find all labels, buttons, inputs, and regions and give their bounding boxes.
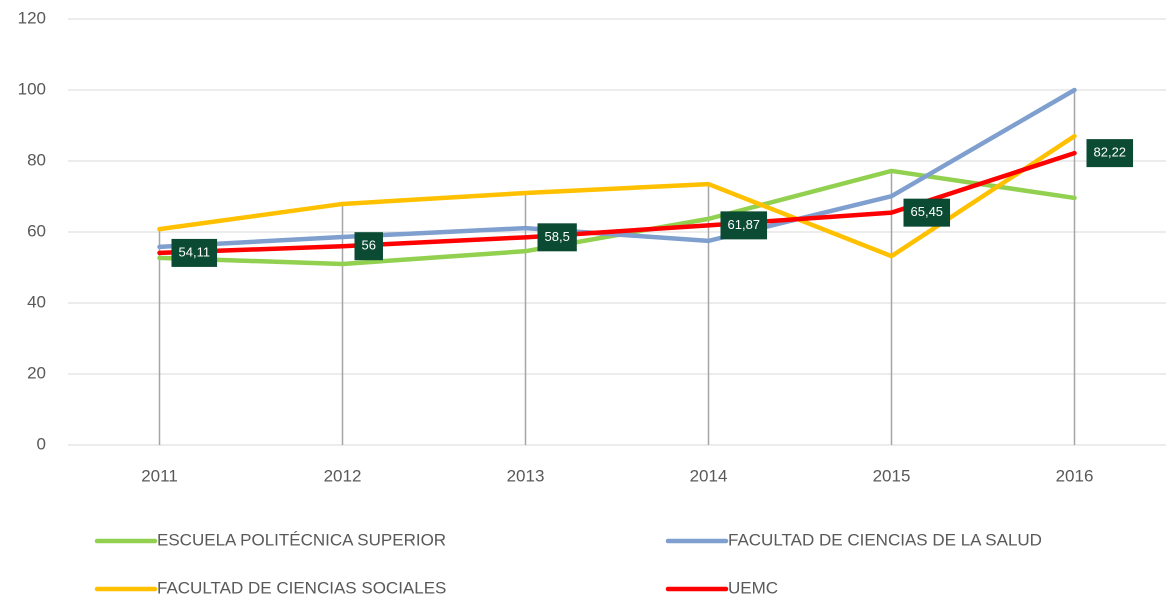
data-label-text: 56	[362, 238, 376, 253]
data-label-box	[537, 223, 577, 252]
data-label-text: 82,22	[1094, 145, 1127, 160]
x-tick-label: 2016	[1056, 466, 1094, 485]
legend-label: UEMC	[728, 578, 778, 597]
legend-label: FACULTAD DE CIENCIAS DE LA SALUD	[728, 530, 1042, 549]
x-tick-label: 2012	[324, 466, 362, 485]
data-label: 61,87	[720, 211, 768, 240]
x-tick-label: 2013	[507, 466, 545, 485]
data-label-text: 65,45	[911, 204, 944, 219]
x-tick-label: 2015	[873, 466, 911, 485]
data-label-box	[720, 211, 768, 240]
data-label-box	[171, 238, 218, 267]
y-tick-label: 60	[27, 221, 46, 240]
series-line	[157, 87, 1077, 250]
data-label: 56	[354, 232, 383, 261]
y-tick-label: 40	[27, 292, 46, 311]
data-label-box	[903, 198, 951, 227]
data-label: 58,5	[537, 223, 577, 252]
y-tick-label: 100	[18, 79, 46, 98]
y-tick-label: 20	[27, 363, 46, 382]
data-label: 82,22	[1086, 139, 1134, 168]
legend-label: FACULTAD DE CIENCIAS SOCIALES	[157, 578, 446, 597]
data-label-text: 61,87	[728, 217, 761, 232]
data-label-text: 54,11	[179, 244, 211, 259]
data-label: 65,45	[903, 198, 951, 227]
y-tick-label: 120	[18, 8, 46, 27]
data-label-box	[1086, 139, 1134, 168]
x-tick-label: 2011	[141, 466, 178, 485]
data-label-text: 58,5	[545, 229, 570, 244]
y-tick-label: 0	[37, 434, 46, 453]
y-tick-label: 80	[27, 150, 46, 169]
x-tick-label: 2014	[690, 466, 728, 485]
data-label-box	[354, 232, 383, 261]
series-line	[157, 133, 1077, 259]
legend-label: ESCUELA POLITÉCNICA SUPERIOR	[157, 530, 446, 549]
data-label: 54,11	[171, 238, 218, 267]
